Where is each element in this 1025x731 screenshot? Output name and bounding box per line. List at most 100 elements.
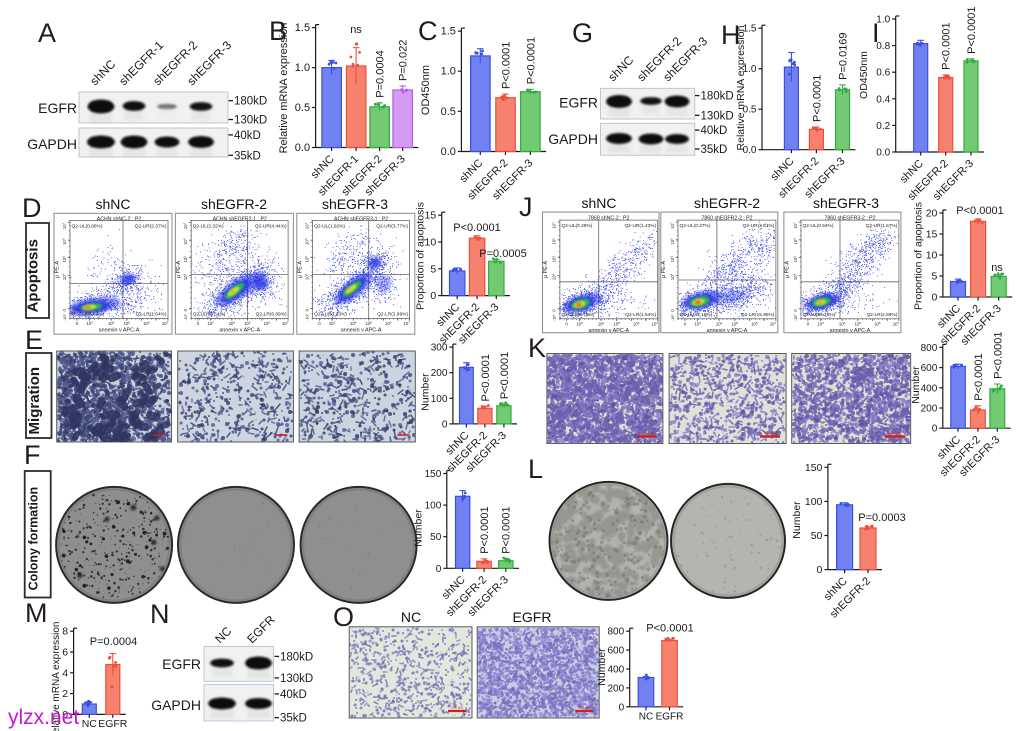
svg-text:104: 104: [598, 321, 605, 326]
svg-text:105: 105: [244, 321, 251, 326]
svg-text:shNC: shNC: [581, 195, 616, 211]
svg-text:40kD: 40kD: [234, 130, 261, 142]
svg-text:105: 105: [366, 321, 373, 326]
svg-text:Colony formation: Colony formation: [27, 487, 41, 590]
svg-text:-10³: -10³: [63, 314, 67, 321]
svg-text:P<0.0001: P<0.0001: [966, 6, 978, 53]
svg-text:0: 0: [817, 564, 823, 576]
svg-text:104: 104: [108, 321, 115, 326]
svg-text:Q2-UL(2.32%): Q2-UL(2.32%): [193, 224, 224, 230]
svg-text:104: 104: [792, 273, 797, 280]
svg-text:EGFR: EGFR: [162, 656, 201, 672]
svg-text:Q2-LL(95.64%): Q2-LL(95.64%): [72, 312, 105, 318]
svg-text:107: 107: [183, 222, 188, 229]
svg-text:D: D: [22, 193, 42, 223]
svg-text:107: 107: [893, 321, 900, 326]
svg-text:shEGFR-2: shEGFR-2: [201, 196, 267, 212]
svg-text:EGFR: EGFR: [513, 609, 552, 625]
svg-text:1.0: 1.0: [441, 66, 456, 78]
svg-text:106: 106: [61, 238, 66, 245]
svg-text:300: 300: [431, 343, 448, 354]
svg-text:0: 0: [619, 702, 625, 713]
svg-text:μ PE-A: μ PE-A: [543, 260, 549, 278]
svg-text:130kD: 130kD: [701, 110, 734, 122]
svg-text:0: 0: [932, 292, 938, 304]
svg-text:7860 shEGFR2-2 : P2: 7860 shEGFR2-2 : P2: [701, 215, 752, 221]
svg-text:105: 105: [61, 256, 66, 263]
svg-text:annexin v APC-A: annexin v APC-A: [341, 328, 382, 334]
svg-text:0: 0: [197, 321, 200, 326]
svg-text:-10³: -10³: [553, 314, 557, 321]
svg-text:104: 104: [183, 273, 188, 280]
svg-text:annexin v APC-A: annexin v APC-A: [707, 328, 748, 334]
svg-text:100 μm: 100 μm: [889, 431, 901, 435]
svg-text:107: 107: [792, 222, 797, 229]
svg-text:107: 107: [282, 321, 289, 326]
svg-text:107: 107: [551, 222, 556, 229]
svg-text:L: L: [528, 454, 543, 484]
svg-text:105: 105: [124, 321, 131, 326]
svg-text:0: 0: [62, 308, 67, 311]
svg-text:GAPDH: GAPDH: [151, 697, 201, 713]
svg-text:35kD: 35kD: [234, 150, 261, 162]
svg-text:Q2-LR(2.99%): Q2-LR(2.99%): [377, 312, 408, 318]
svg-text:106: 106: [143, 321, 150, 326]
svg-text:0: 0: [684, 321, 687, 326]
svg-text:0: 0: [76, 321, 79, 326]
svg-text:600: 600: [921, 363, 938, 374]
svg-text:Relative mRNA expression: Relative mRNA expression: [735, 25, 747, 150]
svg-text:NC: NC: [82, 718, 98, 730]
svg-text:0.0: 0.0: [876, 148, 890, 159]
svg-text:annexin v APC-A: annexin v APC-A: [219, 328, 260, 334]
svg-text:106: 106: [792, 238, 797, 245]
svg-text:100 μm: 100 μm: [451, 706, 463, 710]
svg-text:200: 200: [431, 368, 448, 379]
svg-text:105: 105: [669, 256, 674, 263]
svg-text:annexin v APC-A: annexin v APC-A: [588, 328, 629, 334]
svg-text:ACHN shNC-2 : P2: ACHN shNC-2 : P2: [97, 217, 142, 223]
svg-text:Q2-UR(1.43%): Q2-UR(1.43%): [624, 223, 656, 229]
svg-text:20: 20: [926, 208, 938, 220]
svg-text:Number: Number: [791, 501, 803, 539]
svg-text:10: 10: [425, 237, 437, 249]
svg-text:106: 106: [264, 321, 271, 326]
svg-text:0.4: 0.4: [876, 94, 890, 105]
svg-text:0.5: 0.5: [295, 102, 310, 114]
svg-text:A: A: [38, 18, 56, 48]
svg-text:106: 106: [633, 321, 640, 326]
svg-text:50: 50: [430, 532, 442, 543]
svg-text:4: 4: [62, 667, 68, 679]
svg-text:Number: Number: [596, 648, 608, 686]
svg-text:μ PE-A: μ PE-A: [297, 261, 303, 279]
svg-text:-10³: -10³: [671, 314, 675, 321]
svg-text:106: 106: [751, 321, 758, 326]
svg-text:OD450nm: OD450nm: [420, 65, 432, 115]
svg-text:130kD: 130kD: [234, 115, 267, 127]
svg-text:105: 105: [732, 321, 739, 326]
svg-text:Q2-UL(0.86%): Q2-UL(0.86%): [72, 224, 103, 230]
svg-text:Q2-LR(1.64%): Q2-LR(1.64%): [136, 312, 167, 318]
svg-text:106: 106: [551, 238, 556, 245]
svg-text:40kD: 40kD: [701, 125, 728, 137]
svg-text:0: 0: [932, 424, 938, 435]
svg-text:P=0.0003: P=0.0003: [858, 512, 905, 524]
svg-text:E: E: [25, 325, 43, 355]
svg-text:Q2-LL(94.78%): Q2-LL(94.78%): [803, 312, 836, 318]
svg-text:35kD: 35kD: [701, 144, 728, 156]
svg-text:ns: ns: [991, 262, 1003, 274]
svg-text:2: 2: [62, 688, 68, 700]
svg-text:P<0.0001: P<0.0001: [499, 352, 511, 399]
svg-text:P<0.0001: P<0.0001: [501, 506, 513, 553]
svg-text:Q2-LR(6.89%): Q2-LR(6.89%): [256, 312, 287, 318]
svg-text:P=0.0004: P=0.0004: [375, 50, 387, 97]
svg-text:105: 105: [183, 256, 188, 263]
svg-text:Relative mRNA expression: Relative mRNA expression: [51, 622, 62, 731]
svg-text:Q2-UL(1.92%): Q2-UL(1.92%): [314, 224, 345, 230]
svg-text:105: 105: [855, 321, 862, 326]
svg-text:ACHN shEGFR2-1 : P2: ACHN shEGFR2-1 : P2: [213, 217, 267, 223]
svg-text:7860 shEGFR3-2 : P2: 7860 shEGFR3-2 : P2: [824, 215, 875, 221]
svg-text:103: 103: [576, 321, 583, 326]
svg-text:104: 104: [551, 273, 556, 280]
svg-text:7860 shNC-2 : P2: 7860 shNC-2 : P2: [588, 215, 629, 221]
svg-text:107: 107: [770, 321, 777, 326]
